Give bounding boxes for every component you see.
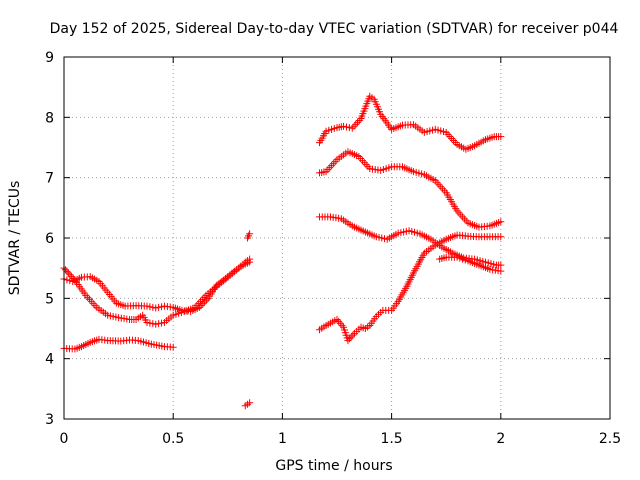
data-point — [197, 302, 205, 310]
x-tick-label: 1 — [278, 431, 287, 447]
data-point — [497, 261, 505, 269]
plot-frame — [63, 56, 611, 420]
data-point — [158, 319, 166, 327]
data-point — [63, 267, 71, 275]
x-tick-label: 2.5 — [599, 431, 621, 447]
data-point — [63, 276, 71, 284]
data-point — [354, 118, 362, 126]
data-point — [152, 320, 160, 328]
data-point — [352, 120, 360, 128]
x-tick-label: 0.5 — [162, 431, 184, 447]
x-tick-label: 2 — [496, 431, 505, 447]
y-tick-label: 5 — [45, 291, 54, 307]
y-tick-label: 3 — [45, 412, 54, 428]
y-tick-label: 4 — [45, 352, 54, 368]
data-point — [68, 273, 76, 281]
data-point — [143, 302, 151, 310]
grid — [64, 57, 610, 419]
data-point — [202, 296, 210, 304]
data-point — [64, 269, 72, 277]
data-point — [146, 303, 154, 311]
data-point — [497, 267, 505, 275]
data-point — [347, 333, 355, 341]
chart-title: Day 152 of 2025, Sidereal Day-to-day VTE… — [50, 21, 619, 37]
data-point — [346, 335, 354, 343]
y-axis-label: SDTVAR / TECUs — [7, 181, 23, 296]
y-tick-label: 6 — [45, 231, 54, 247]
data-point — [344, 337, 352, 345]
data-point — [342, 123, 350, 131]
axis-ticks: 0 0.5 1 1.5 2 2.5 3 4 5 6 7 8 9 — [45, 50, 621, 447]
data-point — [497, 218, 505, 226]
data-point — [345, 124, 353, 132]
data-point — [146, 319, 154, 327]
x-tick-label: 1.5 — [380, 431, 402, 447]
data-point — [199, 300, 207, 308]
x-axis-label: GPS time / hours — [275, 458, 392, 474]
data-point — [246, 258, 254, 266]
data-point — [497, 133, 505, 141]
y-tick-label: 9 — [45, 50, 54, 66]
data-point — [143, 318, 151, 326]
data-point — [350, 122, 358, 130]
data-point — [497, 233, 505, 241]
data-points — [60, 92, 505, 410]
data-point — [201, 298, 209, 306]
x-tick-label: 0 — [60, 431, 69, 447]
y-tick-label: 7 — [45, 171, 54, 187]
data-point — [155, 303, 163, 311]
y-tick-label: 8 — [45, 110, 54, 126]
data-point — [349, 331, 357, 339]
data-point — [340, 122, 348, 130]
data-point — [61, 266, 69, 274]
data-point — [246, 230, 254, 238]
data-point — [155, 320, 163, 328]
data-point — [246, 399, 254, 407]
data-point — [152, 304, 160, 312]
data-point — [195, 303, 203, 311]
data-point — [169, 343, 177, 351]
